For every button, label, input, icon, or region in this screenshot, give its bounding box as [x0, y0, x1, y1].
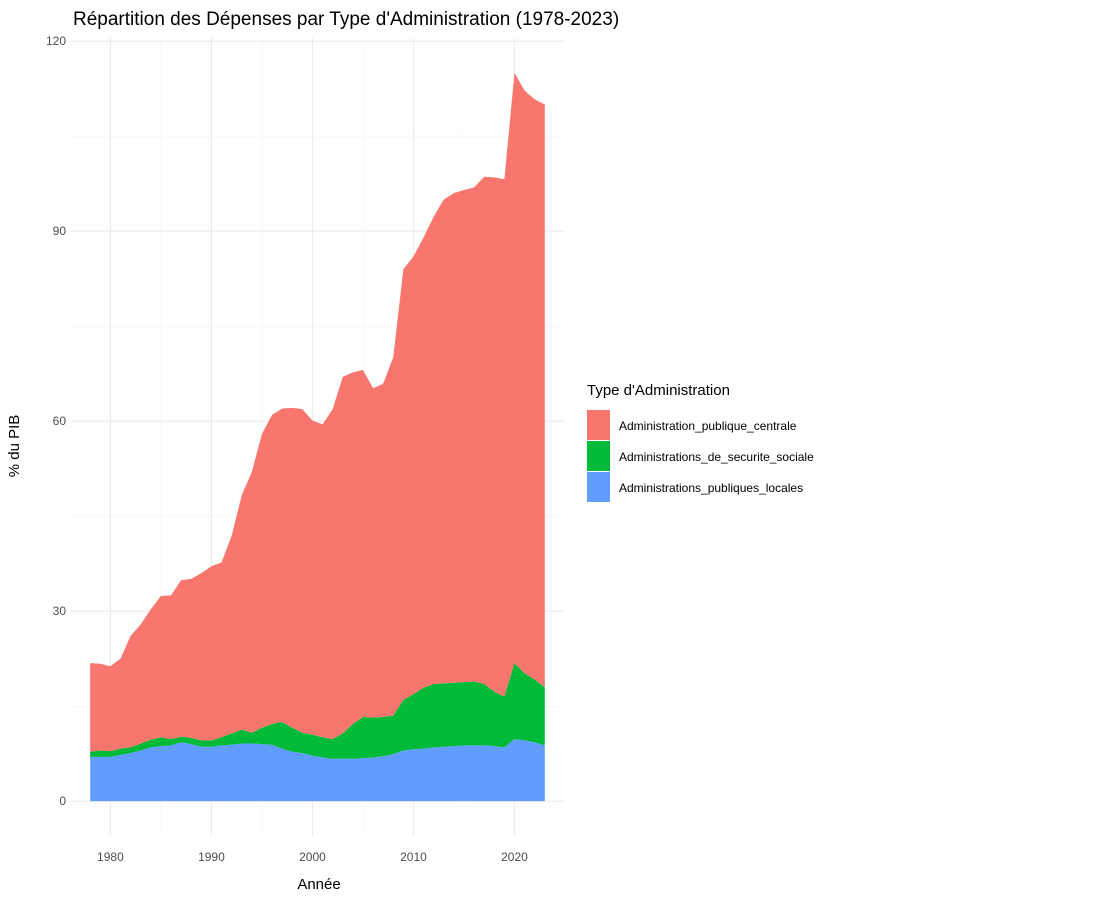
legend-title: Type d'Administration — [587, 382, 730, 399]
x-axis-title: Année — [297, 876, 340, 893]
area-administrations-de-securite-sociale — [90, 663, 545, 759]
y-tick-label: 0 — [59, 794, 66, 808]
x-tick-label: 2000 — [299, 850, 326, 864]
area-administrations-publiques-locales — [90, 739, 545, 802]
x-tick-label: 1980 — [97, 850, 124, 864]
y-tick-label: 90 — [53, 224, 67, 238]
legend-swatch — [587, 410, 610, 440]
y-tick-label: 120 — [46, 34, 66, 48]
legend-items: Administration_publique_centrale Administ… — [587, 410, 814, 502]
area-administration-publique-centrale — [90, 72, 545, 752]
legend-label: Administrations_de_securite_sociale — [619, 450, 814, 464]
legend-swatch — [587, 441, 610, 471]
plot-areas — [90, 72, 545, 802]
legend-swatch — [587, 472, 610, 502]
legend-label: Administration_publique_centrale — [619, 419, 797, 433]
legend-label: Administrations_publiques_locales — [619, 481, 803, 495]
legend: Type d'Administration Administration_pub… — [587, 382, 814, 502]
y-tick-label: 30 — [53, 604, 67, 618]
x-tick-label: 2010 — [400, 850, 427, 864]
x-axis-ticks: 1980 1990 2000 2010 2020 — [97, 850, 528, 864]
y-axis-ticks: 0 30 60 90 120 — [46, 34, 66, 808]
y-axis-title: % du PIB — [6, 415, 23, 478]
x-tick-label: 2020 — [501, 850, 528, 864]
chart-title: Répartition des Dépenses par Type d'Admi… — [73, 9, 619, 30]
x-tick-label: 1990 — [198, 850, 225, 864]
y-tick-label: 60 — [53, 414, 67, 428]
